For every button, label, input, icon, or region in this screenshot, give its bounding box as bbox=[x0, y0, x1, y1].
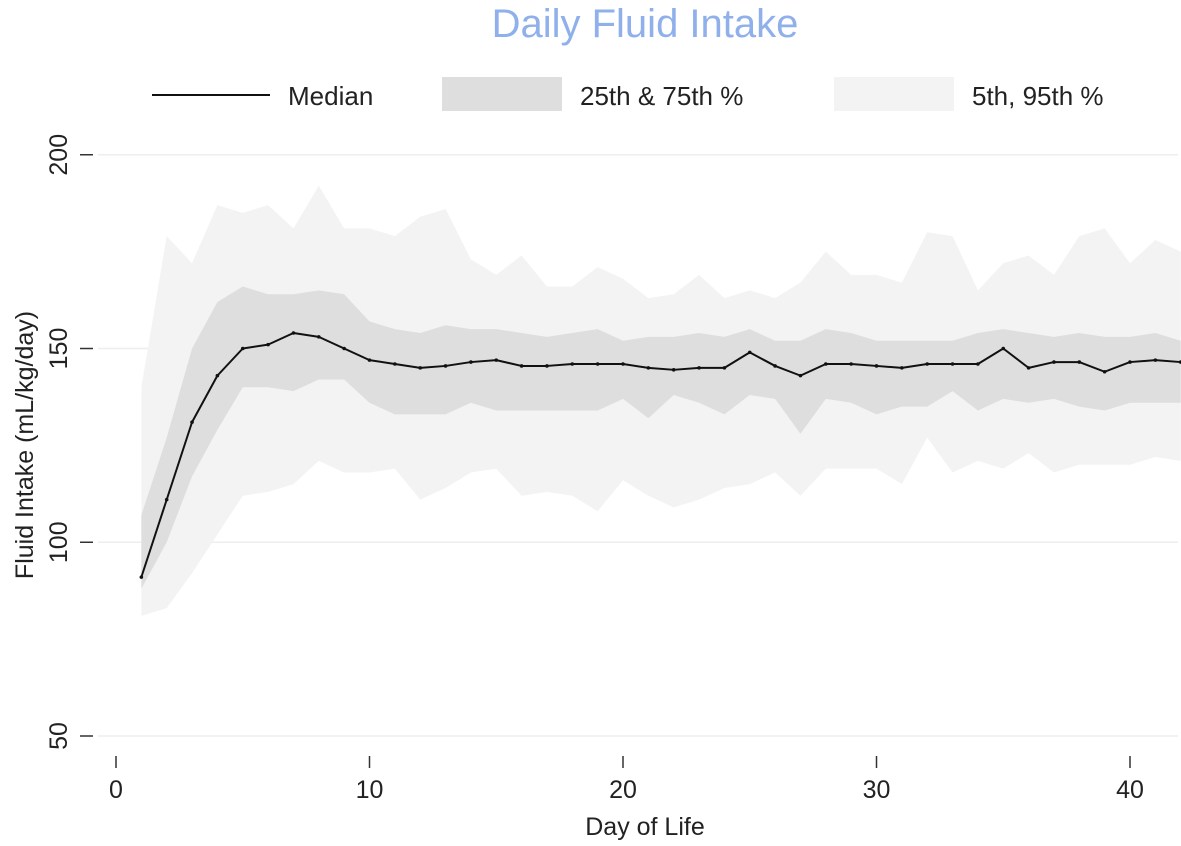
median-point-day-8 bbox=[317, 335, 321, 339]
x-axis-label: Day of Life bbox=[585, 813, 705, 841]
median-point-day-42 bbox=[1178, 360, 1181, 364]
x-tick-label-20: 20 bbox=[609, 776, 637, 804]
x-tick-label-30: 30 bbox=[863, 776, 891, 804]
median-point-day-21 bbox=[646, 366, 651, 370]
band-25th-75th bbox=[141, 286, 1181, 589]
median-point-day-7 bbox=[291, 331, 296, 335]
median-point-day-32 bbox=[925, 362, 929, 366]
median-point-day-12 bbox=[418, 366, 423, 370]
median-point-day-22 bbox=[671, 368, 676, 372]
median-point-day-16 bbox=[519, 364, 524, 368]
x-tick-label-0: 0 bbox=[109, 776, 123, 804]
median-point-day-1 bbox=[139, 575, 144, 579]
median-point-day-28 bbox=[824, 362, 828, 366]
median-point-day-36 bbox=[1026, 366, 1031, 370]
median-point-day-9 bbox=[342, 346, 346, 351]
median-point-day-35 bbox=[1001, 346, 1006, 351]
median-point-day-13 bbox=[443, 364, 448, 368]
x-tick-label-10: 10 bbox=[356, 776, 384, 804]
legend-outer-swatch bbox=[834, 77, 954, 111]
axes: 50 100 150 200 0 10 20 30 40 bbox=[45, 134, 1144, 804]
median-point-day-2 bbox=[164, 497, 169, 502]
median-point-day-17 bbox=[545, 364, 549, 368]
median-point-day-11 bbox=[393, 362, 397, 366]
median-point-day-20 bbox=[621, 362, 625, 366]
median-point-day-6 bbox=[266, 342, 270, 347]
y-tick-label-200: 200 bbox=[45, 134, 73, 176]
legend-iqr-swatch bbox=[442, 77, 562, 111]
legend-iqr-label: 25th & 75th % bbox=[580, 81, 743, 111]
median-point-day-5 bbox=[240, 346, 245, 351]
median-point-day-31 bbox=[900, 366, 904, 370]
median-point-day-40 bbox=[1128, 360, 1132, 364]
median-point-day-38 bbox=[1077, 360, 1082, 364]
median-point-day-15 bbox=[494, 358, 499, 362]
legend-median-label: Median bbox=[288, 81, 373, 111]
median-line bbox=[140, 332, 1181, 578]
median-point-day-39 bbox=[1102, 369, 1107, 374]
median-point-day-24 bbox=[722, 366, 727, 370]
median-point-day-19 bbox=[595, 362, 600, 366]
median-point-day-26 bbox=[773, 364, 777, 368]
median-point-day-4 bbox=[215, 373, 220, 378]
median-point-day-29 bbox=[849, 362, 853, 366]
median-point-day-25 bbox=[747, 350, 752, 355]
y-tick-label-100: 100 bbox=[45, 521, 73, 563]
median-point-day-37 bbox=[1052, 360, 1056, 364]
y-axis-label: Fluid Intake (mL/kg/day) bbox=[11, 311, 39, 579]
x-tick-label-40: 40 bbox=[1116, 776, 1144, 804]
legend: Median 25th & 75th % 5th, 95th % bbox=[152, 77, 1104, 111]
median-point-day-34 bbox=[976, 362, 980, 366]
median-point-day-30 bbox=[874, 364, 879, 368]
chart-title: Daily Fluid Intake bbox=[492, 2, 799, 46]
y-tick-label-150: 150 bbox=[45, 328, 73, 370]
median-point-day-14 bbox=[469, 360, 473, 364]
median-point-day-10 bbox=[367, 358, 372, 362]
y-tick-label-50: 50 bbox=[45, 722, 73, 750]
legend-outer-label: 5th, 95th % bbox=[972, 81, 1104, 111]
median-point-day-18 bbox=[570, 362, 575, 366]
percentile-bands bbox=[141, 185, 1181, 616]
median-point-day-41 bbox=[1153, 358, 1158, 362]
median-point-day-33 bbox=[950, 362, 955, 366]
median-point-day-3 bbox=[190, 420, 194, 424]
median-series bbox=[139, 331, 1181, 579]
median-point-day-23 bbox=[697, 366, 701, 370]
median-point-day-27 bbox=[798, 373, 803, 378]
